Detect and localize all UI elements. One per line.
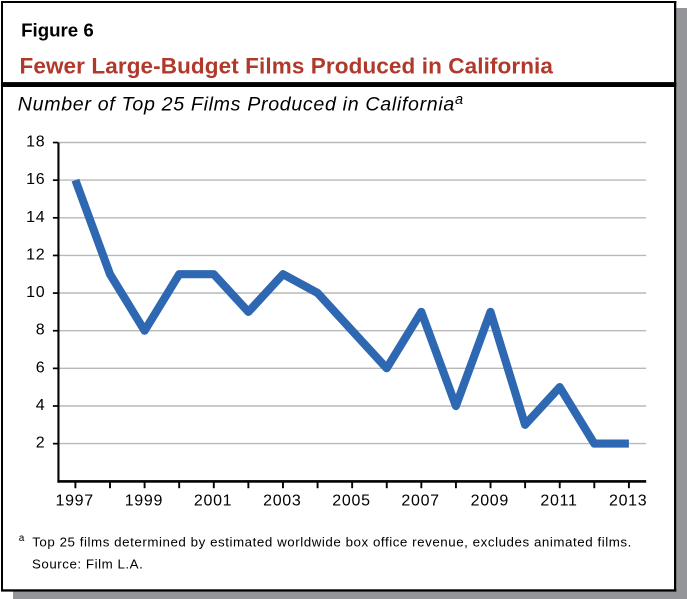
svg-text:4: 4 bbox=[36, 397, 46, 414]
svg-text:8: 8 bbox=[36, 322, 46, 339]
svg-text:6: 6 bbox=[36, 359, 46, 376]
svg-text:Fewer Large-Budget Films Produ: Fewer Large-Budget Films Produced in Cal… bbox=[20, 54, 554, 79]
svg-text:Source: Film L.A.: Source: Film L.A. bbox=[32, 557, 143, 572]
svg-text:1997: 1997 bbox=[55, 493, 93, 510]
svg-text:2007: 2007 bbox=[401, 493, 439, 510]
svg-text:1999: 1999 bbox=[125, 493, 163, 510]
svg-text:Number of Top 25 Films Produce: Number of Top 25 Films Produced in Calif… bbox=[18, 92, 464, 116]
svg-text:10: 10 bbox=[26, 284, 45, 301]
svg-text:a: a bbox=[19, 533, 25, 544]
svg-text:18: 18 bbox=[26, 134, 45, 151]
svg-text:16: 16 bbox=[26, 171, 45, 188]
svg-text:2009: 2009 bbox=[471, 493, 509, 510]
svg-text:2003: 2003 bbox=[263, 493, 301, 510]
svg-text:2011: 2011 bbox=[540, 493, 577, 510]
svg-text:2001: 2001 bbox=[194, 493, 232, 510]
svg-text:2: 2 bbox=[36, 435, 46, 452]
svg-text:2013: 2013 bbox=[609, 493, 647, 510]
svg-text:Figure 6: Figure 6 bbox=[21, 20, 94, 41]
svg-text:Top 25 films determined by est: Top 25 films determined by estimated wor… bbox=[32, 535, 632, 550]
svg-text:2005: 2005 bbox=[332, 493, 370, 510]
svg-text:12: 12 bbox=[26, 246, 45, 263]
svg-text:14: 14 bbox=[26, 209, 45, 226]
